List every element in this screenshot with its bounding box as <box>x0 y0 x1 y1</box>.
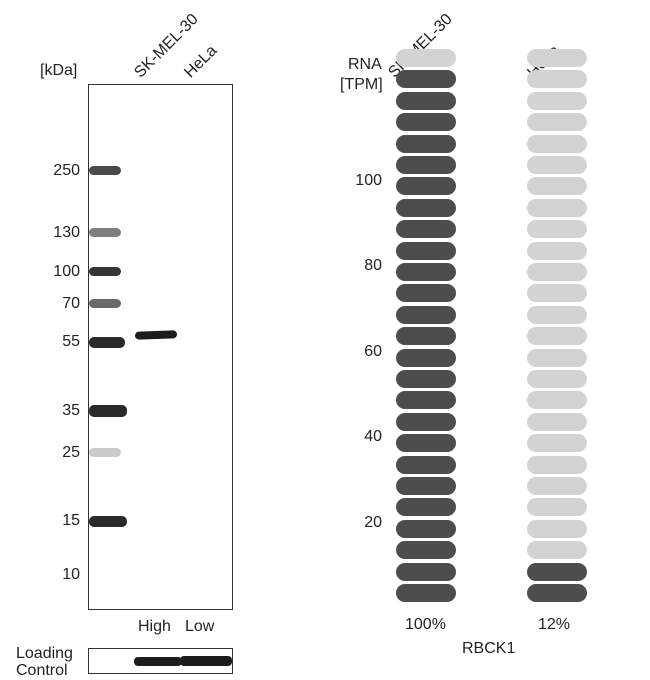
rna-unit-pill <box>396 91 456 110</box>
ladder-band-130 <box>89 228 121 237</box>
ladder-band-55 <box>89 337 125 348</box>
rna-unit-pill <box>396 391 456 410</box>
rna-unit-pill <box>527 370 587 388</box>
rna-unit-pill <box>396 519 456 538</box>
rna-unit-pill <box>527 177 587 196</box>
rna-unit-pill <box>396 70 456 89</box>
rna-unit-pill <box>396 113 456 132</box>
rna-percent-sk-mel-30: 100% <box>405 616 446 633</box>
rna-unit-pill <box>396 498 456 517</box>
rna-unit-pill <box>527 156 587 174</box>
rna-unit-pill <box>396 284 456 303</box>
rna-ytick-60: 60 <box>364 343 382 360</box>
rna-unit-pill <box>527 562 587 581</box>
marker-label-250: 250 <box>53 162 80 179</box>
rna-column-hela <box>527 0 587 678</box>
rna-unit-pill <box>396 49 456 67</box>
ladder-band-35 <box>89 405 127 417</box>
rna-unit-pill <box>396 562 456 581</box>
rna-unit-pill <box>396 541 456 560</box>
rna-unit-pill <box>396 348 456 367</box>
ladder-band-15 <box>89 516 127 527</box>
rna-axis-label-line1: RNA <box>348 56 382 73</box>
rna-unit-pill <box>527 541 587 560</box>
rna-unit-pill <box>527 198 587 217</box>
rna-unit-pill <box>527 391 587 410</box>
loading-control-label-line2: Control <box>16 662 68 679</box>
marker-label-15: 15 <box>62 512 80 529</box>
ladder-band-25 <box>89 448 121 457</box>
marker-label-70: 70 <box>62 295 80 312</box>
rna-unit-pill <box>527 498 587 517</box>
loading-control-band-sk-mel-30 <box>134 657 182 666</box>
rna-unit-pill <box>527 455 587 474</box>
rna-unit-pill <box>527 519 587 538</box>
rna-unit-pill <box>527 263 587 281</box>
rna-unit-pill <box>396 434 456 453</box>
rna-unit-pill <box>527 412 587 431</box>
loading-control-band-hela <box>180 656 232 666</box>
ladder-band-70 <box>89 299 121 308</box>
rna-unit-pill <box>527 49 587 67</box>
rna-unit-pill <box>396 198 456 217</box>
marker-label-35: 35 <box>62 402 80 419</box>
rna-unit-pill <box>527 305 587 324</box>
kda-label: [kDa] <box>40 62 78 79</box>
rna-unit-pill <box>527 284 587 303</box>
rna-unit-pill <box>527 584 587 602</box>
rna-unit-pill <box>396 477 456 495</box>
rna-unit-pill <box>396 455 456 474</box>
rna-unit-pill <box>527 134 587 153</box>
rna-unit-pill <box>527 220 587 239</box>
rna-unit-pill <box>527 477 587 495</box>
sample-band-sk-mel-30 <box>134 330 178 340</box>
marker-label-55: 55 <box>62 333 80 350</box>
ladder-band-250 <box>89 166 121 175</box>
ladder-band-100 <box>89 267 121 276</box>
rna-unit-pill <box>396 327 456 346</box>
rna-unit-pill <box>396 177 456 196</box>
rna-ytick-40: 40 <box>364 428 382 445</box>
rna-gene-name: RBCK1 <box>462 640 516 657</box>
expression-label-high: High <box>138 618 171 635</box>
marker-label-10: 10 <box>62 566 80 583</box>
expression-label-low: Low <box>185 618 215 635</box>
rna-unit-pill <box>527 241 587 260</box>
rna-ytick-80: 80 <box>364 257 382 274</box>
rna-unit-pill <box>396 412 456 431</box>
rna-unit-pill <box>396 263 456 281</box>
rna-unit-pill <box>396 134 456 153</box>
rna-unit-pill <box>396 305 456 324</box>
rna-unit-pill <box>396 584 456 602</box>
lane-label-hela: HeLa <box>181 42 221 82</box>
marker-label-100: 100 <box>53 263 80 280</box>
marker-label-25: 25 <box>62 444 80 461</box>
marker-label-130: 130 <box>53 224 80 241</box>
rna-ytick-100: 100 <box>355 172 382 189</box>
rna-unit-pill <box>527 327 587 346</box>
rna-unit-pill <box>396 156 456 174</box>
rna-unit-pill <box>396 220 456 239</box>
rna-unit-pill <box>527 434 587 453</box>
rna-column-sk-mel-30 <box>396 0 456 678</box>
rna-percent-hela: 12% <box>538 616 571 633</box>
rna-unit-pill <box>396 241 456 260</box>
rna-unit-pill <box>527 70 587 89</box>
rna-unit-pill <box>527 113 587 132</box>
rna-unit-pill <box>527 348 587 367</box>
rna-ytick-20: 20 <box>364 514 382 531</box>
rna-unit-pill <box>396 370 456 388</box>
loading-control-label-line1: Loading <box>16 645 73 662</box>
rna-unit-pill <box>527 91 587 110</box>
rna-axis-label-line2: [TPM] <box>340 76 383 93</box>
